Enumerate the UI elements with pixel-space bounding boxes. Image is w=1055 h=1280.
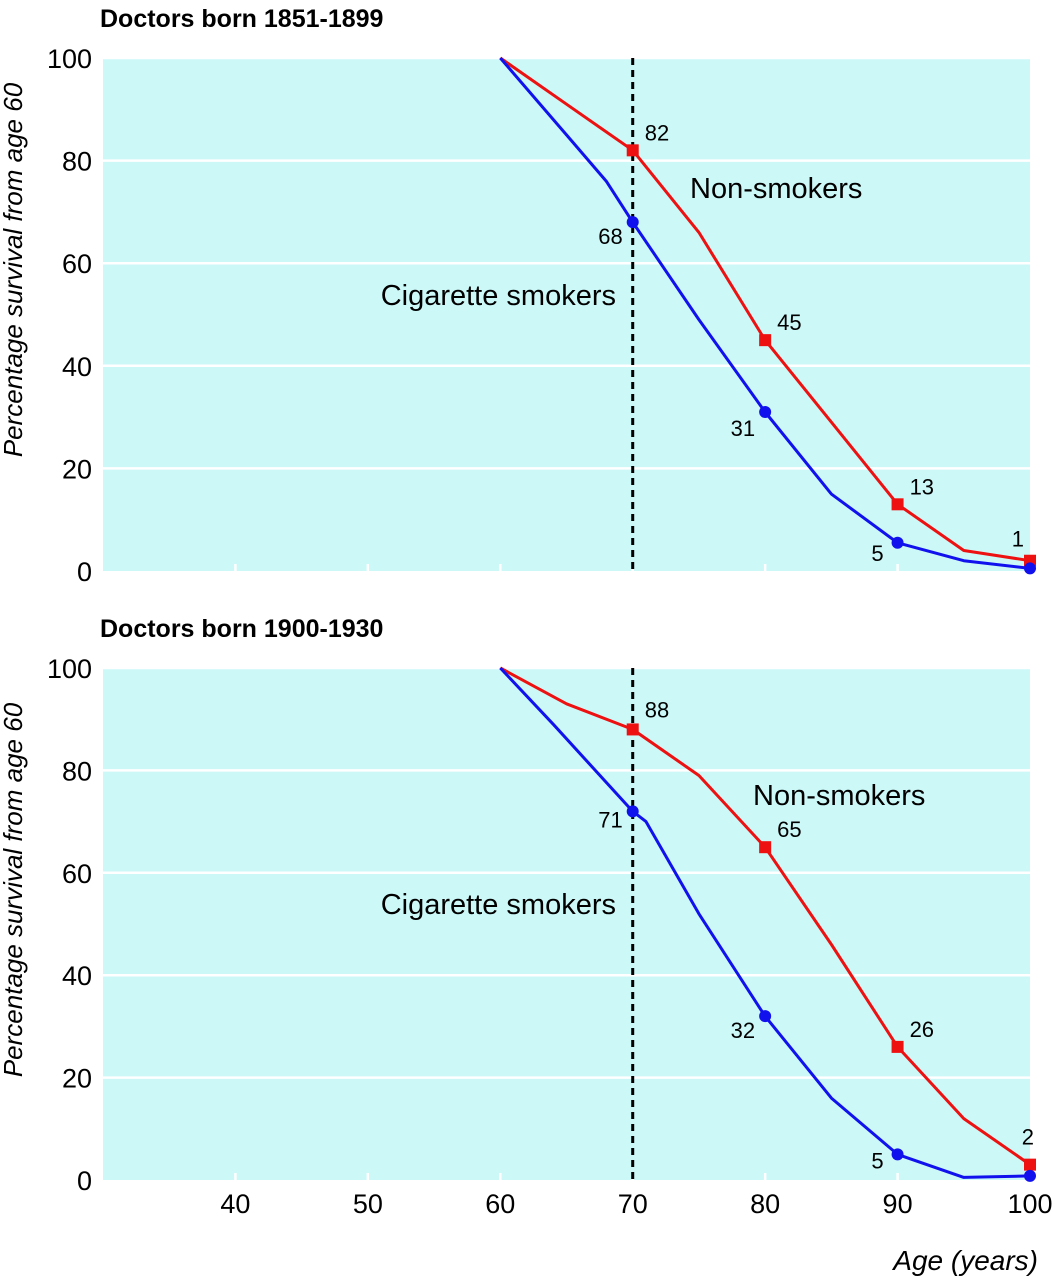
data-point-marker — [626, 805, 639, 818]
x-tick-label: 60 — [485, 1189, 515, 1219]
x-tick-label: 50 — [353, 1189, 383, 1219]
data-label: 31 — [731, 416, 755, 441]
series-label: Cigarette smokers — [381, 280, 616, 312]
chart-panel-1: Doctors born 1851-1899 0 20 40 60 80 100 Percen… — [0, 5, 1036, 587]
data-point-marker — [759, 334, 772, 347]
data-point-marker — [626, 144, 639, 157]
x-tick-label: 90 — [883, 1189, 913, 1219]
data-label: 45 — [777, 310, 801, 335]
data-label: 5 — [871, 1148, 883, 1173]
plot-background — [103, 668, 1030, 1180]
chart-title: Doctors born 1900-1930 — [100, 615, 383, 643]
y-tick-label: 0 — [77, 1166, 92, 1196]
data-label: 88 — [645, 697, 669, 722]
chart-panel-2: Doctors born 1900-1930 0 20 40 60 80 100 40 50 60… — [0, 615, 1053, 1276]
data-label: 68 — [598, 224, 622, 249]
series-line-cigarette-smokers — [499, 57, 1031, 570]
data-label: 71 — [598, 807, 622, 832]
y-tick-label: 40 — [62, 961, 92, 991]
series-label: Cigarette smokers — [381, 889, 616, 921]
data-label: 82 — [645, 120, 669, 145]
data-label: 5 — [871, 541, 883, 566]
series-line-cigarette-smokers — [499, 666, 1031, 1179]
y-tick-label: 20 — [62, 1064, 92, 1094]
x-tick-label: 40 — [220, 1189, 250, 1219]
data-point-marker — [626, 723, 639, 736]
data-label: 13 — [910, 474, 934, 499]
series-label: Non-smokers — [753, 780, 925, 812]
data-point-marker — [1024, 1169, 1036, 1182]
data-point-marker — [891, 498, 904, 511]
data-point-marker — [759, 1010, 772, 1023]
plot-background — [103, 58, 1030, 571]
data-point-marker — [626, 216, 639, 229]
x-tick-label: 100 — [1007, 1189, 1052, 1219]
data-label: 65 — [777, 817, 801, 842]
data-label: 1 — [1012, 527, 1024, 552]
chart-title: Doctors born 1851-1899 — [100, 5, 383, 33]
data-point-marker — [891, 536, 904, 549]
y-tick-label: 60 — [62, 249, 92, 279]
y-axis-label: Percentage survival from age 60 — [0, 702, 28, 1077]
data-point-marker — [891, 1040, 904, 1053]
data-point-marker — [1024, 562, 1036, 575]
data-point-marker — [1024, 1158, 1036, 1171]
y-tick-label: 60 — [62, 859, 92, 889]
y-tick-label: 20 — [62, 454, 92, 484]
y-tick-label: 100 — [47, 654, 92, 684]
data-point-marker — [891, 1148, 904, 1161]
data-point-marker — [759, 405, 772, 418]
x-tick-label: 70 — [618, 1189, 648, 1219]
y-tick-label: 40 — [62, 352, 92, 382]
x-tick-label: 80 — [750, 1189, 780, 1219]
data-label: 2 — [1022, 1125, 1034, 1150]
y-tick-label: 80 — [62, 147, 92, 177]
data-point-marker — [759, 841, 772, 854]
y-tick-label: 80 — [62, 756, 92, 786]
data-label: 26 — [910, 1017, 934, 1042]
x-axis-label: Age (years) — [891, 1245, 1038, 1276]
series-label: Non-smokers — [690, 173, 862, 205]
y-tick-label: 0 — [77, 557, 92, 587]
y-tick-label: 100 — [47, 44, 92, 74]
y-axis-label: Percentage survival from age 60 — [0, 82, 28, 457]
data-label: 32 — [731, 1018, 755, 1043]
